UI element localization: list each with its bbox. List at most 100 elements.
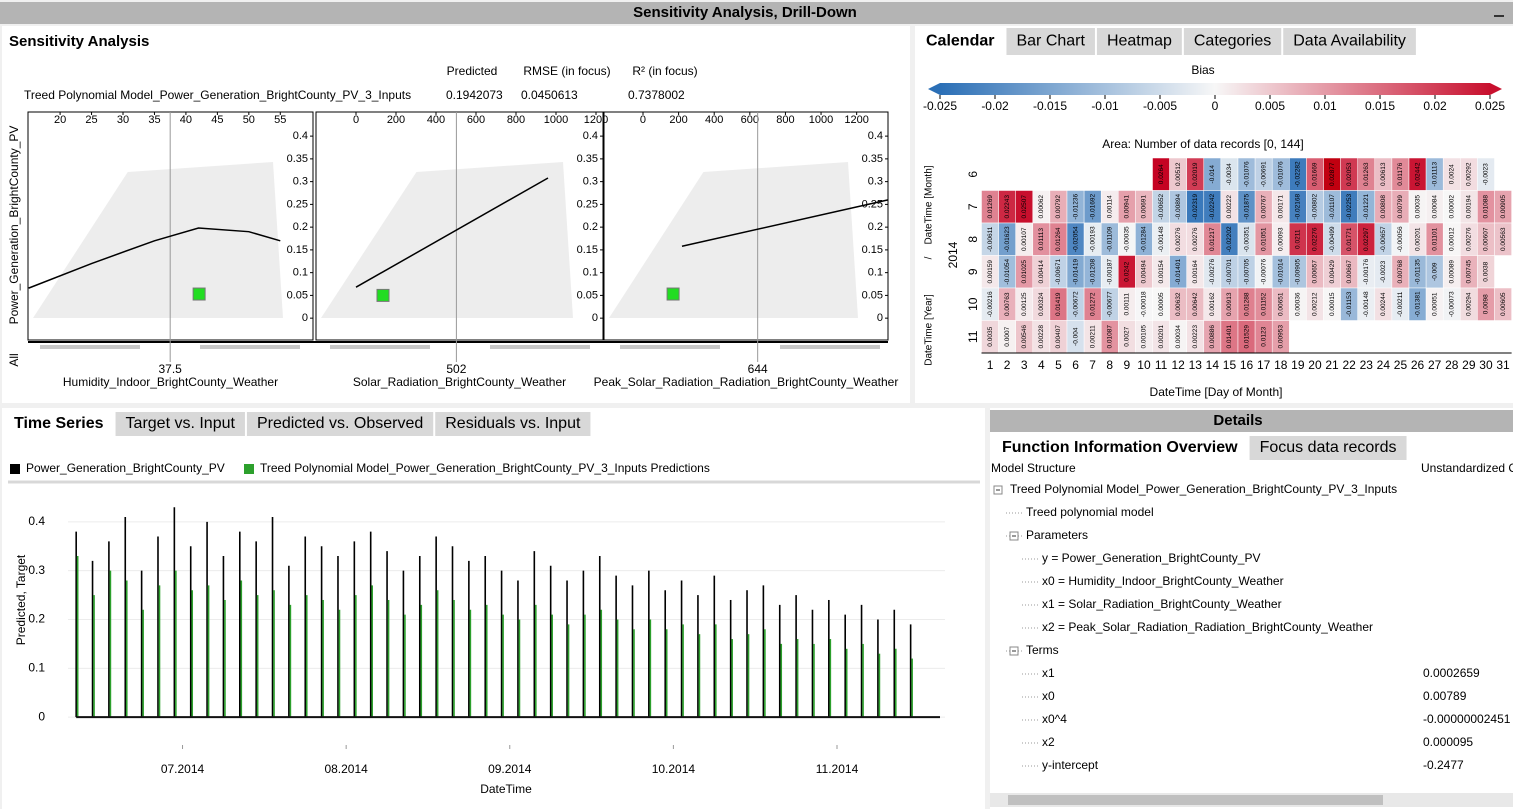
tree-label[interactable]: x0 = Humidity_Indoor_BrightCounty_Weathe…	[1042, 574, 1284, 588]
cell-value: -0.01014	[1277, 259, 1284, 285]
y-tick-label: 0	[877, 312, 883, 324]
tab-label[interactable]: Time Series	[14, 415, 104, 432]
colorbar-tick-label: -0.015	[1033, 99, 1067, 113]
cell-value: 0.00745	[1466, 260, 1473, 284]
tab-label[interactable]: Function Information Overview	[1002, 439, 1238, 456]
cell-value: 0.00211	[1089, 325, 1096, 348]
tab[interactable]	[1183, 28, 1282, 55]
day-label: 13	[1189, 358, 1203, 372]
tree-label[interactable]: Terms	[1026, 643, 1059, 657]
tab-label[interactable]: Categories	[1194, 33, 1271, 50]
details-title-bar	[990, 410, 1513, 432]
y-tick-label: 0.1	[868, 267, 883, 279]
day-label: 6	[1072, 358, 1079, 372]
day-label: 26	[1411, 358, 1425, 372]
tab[interactable]	[916, 28, 1005, 55]
y-tick-label: 0.35	[577, 153, 598, 165]
tab-label[interactable]: Target vs. Input	[126, 415, 236, 432]
day-label: 22	[1342, 358, 1356, 372]
tree-label[interactable]: x1	[1042, 666, 1055, 680]
tab[interactable]	[246, 412, 434, 436]
x-axis-label: Solar_Radiation_BrightCounty_Weather	[353, 375, 566, 389]
cell-value: 0.02243	[1004, 195, 1011, 219]
cell-value: -0.00076	[1260, 259, 1267, 285]
cell-value: -0.02242	[1209, 194, 1216, 220]
x-tick-label: 10.2014	[652, 762, 696, 776]
scrollbar-thumb[interactable]	[1008, 795, 1383, 805]
tab[interactable]	[115, 412, 245, 436]
tab-label[interactable]: Data Availability	[1293, 33, 1406, 50]
tree-label[interactable]: x0^4	[1042, 712, 1067, 726]
tab[interactable]	[1006, 28, 1095, 55]
tab-label[interactable]: Calendar	[926, 33, 994, 50]
y-tick-label: 0.15	[577, 244, 598, 256]
legend-label: Treed Polynomial Model_Power_Generation_…	[260, 461, 710, 475]
x-tick-label: 50	[243, 114, 255, 126]
cell-value: 0.0024	[1448, 164, 1455, 184]
cell-value: -0.00701	[1226, 259, 1233, 285]
cell-value: 0.00228	[1038, 325, 1045, 349]
tab[interactable]	[1249, 436, 1407, 460]
rmse-value: 0.0450613	[521, 88, 578, 102]
calendar-cell	[1494, 222, 1512, 256]
tab[interactable]	[1096, 28, 1182, 55]
tree-label[interactable]: y = Power_Generation_BrightCounty_PV	[1042, 551, 1260, 565]
calendar-cell	[1494, 287, 1512, 321]
tab[interactable]	[1283, 28, 1416, 55]
plot-frame	[315, 111, 604, 341]
cell-value: -0.00035	[1124, 226, 1131, 252]
day-label: 20	[1308, 358, 1322, 372]
day-label: 11	[1155, 358, 1168, 372]
tree-label[interactable]: x0	[1042, 689, 1055, 703]
fit-curve	[28, 227, 281, 289]
tree-label[interactable]: Parameters	[1026, 528, 1088, 542]
y-tick-label: 0	[302, 312, 308, 324]
title-bar	[0, 2, 1513, 24]
day-label: 5	[1055, 358, 1062, 372]
cell-value: 0.02019	[1192, 162, 1199, 186]
tree-label[interactable]: y-intercept	[1042, 758, 1099, 772]
tab-label[interactable]: Focus data records	[1260, 439, 1397, 456]
tree-label[interactable]: Treed Polynomial Model_Power_Generation_…	[1010, 482, 1397, 496]
tab-label[interactable]: Bar Chart	[1016, 33, 1085, 50]
tree-label[interactable]: Treed polynomial model	[1026, 505, 1154, 519]
day-label: 28	[1445, 358, 1459, 372]
cell-value: 0.01401	[1226, 325, 1233, 349]
cell-value: 0.00107	[1021, 227, 1028, 251]
cell-value: 0.00062	[1038, 195, 1045, 219]
minimize-button[interactable]	[1494, 15, 1504, 17]
plot-frame	[603, 111, 889, 341]
cell-value: 0.00294	[1466, 292, 1473, 316]
tree-label[interactable]: x2 = Peak_Solar_Radiation_Radiation_Brig…	[1042, 620, 1373, 634]
tab-label[interactable]: Heatmap	[1107, 33, 1172, 50]
tab-label[interactable]: Predicted vs. Observed	[257, 415, 423, 432]
tab-label[interactable]: Residuals vs. Input	[445, 415, 581, 432]
data-cloud	[609, 162, 858, 318]
day-label: 9	[1124, 358, 1131, 372]
cell-value: -0.00611	[987, 226, 994, 252]
x-tick-label: 45	[211, 114, 223, 126]
cell-value: -0.01208	[1089, 259, 1096, 285]
legend-swatch	[244, 464, 254, 474]
cell-value: 0.00159	[987, 260, 994, 284]
tree-label[interactable]: x2	[1042, 735, 1055, 749]
x-tick-label: 08.2014	[324, 762, 368, 776]
cell-value: -0.00216	[987, 291, 994, 317]
tab[interactable]	[435, 412, 591, 436]
details-panel	[990, 408, 1513, 809]
tree-label[interactable]: x1 = Solar_Radiation_BrightCounty_Weathe…	[1042, 597, 1282, 611]
day-label: 25	[1394, 358, 1408, 372]
day-label: 23	[1360, 358, 1374, 372]
tab[interactable]	[4, 412, 114, 436]
cell-value: 0.0242	[1124, 261, 1131, 281]
x-axis-label: Peak_Solar_Radiation_Radiation_BrightCou…	[594, 375, 899, 389]
cell-value: 0.00002	[1448, 195, 1455, 219]
range-bar	[620, 345, 720, 349]
time-series-panel	[2, 408, 985, 809]
colorbar-title: Bias	[1191, 63, 1214, 77]
y-tick-label: 0.1	[28, 661, 45, 675]
tab[interactable]	[992, 436, 1248, 460]
cell-value: 0.02507	[1021, 195, 1028, 219]
cell-value: -0.00705	[1243, 259, 1250, 285]
colorbar-arrow	[928, 83, 940, 95]
